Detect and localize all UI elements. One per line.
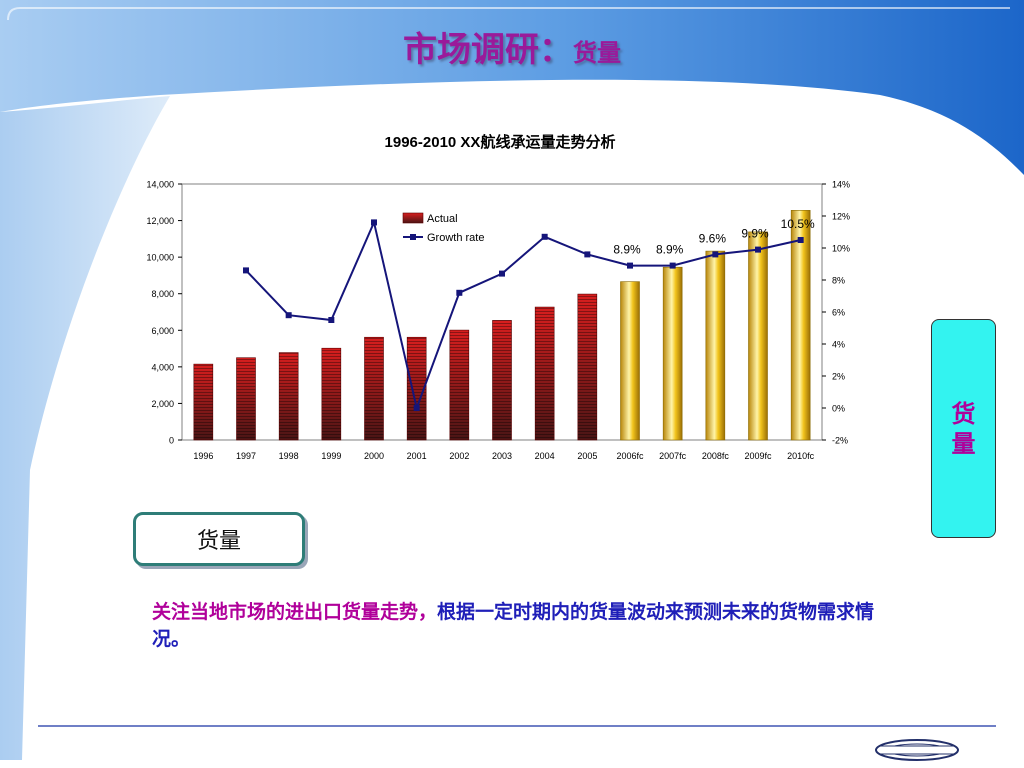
growth-rate-point xyxy=(499,270,505,277)
side-volume-card[interactable]: 货量 xyxy=(931,319,996,538)
actual-bar-stripes xyxy=(577,294,597,440)
actual-bar-stripes xyxy=(407,337,427,440)
left-axis-tick-label: 14,000 xyxy=(146,180,174,190)
x-axis-tick-label: 2000 xyxy=(364,451,384,461)
forecast-bar xyxy=(748,231,768,441)
x-axis-tick-label: 2007fc xyxy=(659,451,687,461)
volume-button[interactable]: 货量 xyxy=(133,512,305,566)
growth-rate-point xyxy=(669,262,676,269)
slide-title-main: 市场调研： xyxy=(403,30,573,70)
growth-rate-point xyxy=(285,312,292,319)
x-axis-tick-label: 2010fc xyxy=(787,451,815,461)
right-axis-tick-label: 6% xyxy=(832,308,845,318)
growth-rate-point xyxy=(328,317,335,323)
right-axis-tick-label: 12% xyxy=(832,212,850,222)
left-axis-tick-label: 8,000 xyxy=(151,289,174,299)
left-axis-tick-label: 0 xyxy=(169,436,174,446)
growth-data-label: 8.9% xyxy=(613,243,641,257)
right-axis-tick-label: 14% xyxy=(832,180,850,190)
forecast-bar xyxy=(790,210,811,441)
growth-data-label: 9.6% xyxy=(699,231,727,245)
right-axis-tick-label: 8% xyxy=(832,276,845,286)
x-axis-tick-label: 2006fc xyxy=(616,451,644,461)
actual-bar-stripes xyxy=(364,337,384,440)
x-axis-tick-label: 1997 xyxy=(236,451,256,461)
actual-bar-stripes xyxy=(279,352,299,440)
actual-bar-stripes xyxy=(492,320,512,440)
forecast-bar xyxy=(662,266,683,441)
description-rest: 根据一定时期内的货量波动来预测未来的货物需求情况。 xyxy=(152,601,875,650)
x-axis-tick-label: 2009fc xyxy=(744,451,772,461)
right-axis-tick-label: 10% xyxy=(832,244,850,254)
slide-title-sub: 货量 xyxy=(573,38,621,67)
growth-rate-point xyxy=(755,246,761,253)
growth-rate-point xyxy=(371,219,377,226)
footer-divider xyxy=(38,725,996,727)
x-axis-tick-label: 2008fc xyxy=(702,451,730,461)
legend-growth-label: Growth rate xyxy=(427,232,484,244)
legend-growth-marker xyxy=(410,234,416,240)
x-axis-tick-label: 1996 xyxy=(193,451,213,461)
x-axis-tick-label: 2002 xyxy=(449,451,469,461)
chart-container: 1996-2010 XX航线承运量走势分析 0 2,000 4,000 6,000 8,0… xyxy=(130,122,870,472)
x-axis-tick-label: 2005 xyxy=(577,451,597,461)
growth-data-label: 9.9% xyxy=(741,227,769,241)
growth-rate-point xyxy=(797,237,804,243)
growth-rate-point xyxy=(413,405,420,411)
growth-rate-point xyxy=(627,262,633,269)
x-axis-tick-label: 1998 xyxy=(279,451,299,461)
growth-rate-point xyxy=(541,233,548,240)
right-axis-tick-label: 0% xyxy=(832,404,845,414)
description-highlight: 关注当地市场的进出口货量走势， xyxy=(152,601,438,623)
slide-title: 市场调研：货量 xyxy=(0,22,1024,71)
x-axis-tick-label: 2003 xyxy=(492,451,512,461)
actual-bar-stripes xyxy=(193,364,213,440)
actual-bar-stripes xyxy=(449,330,469,440)
volume-trend-chart: 1996-2010 XX航线承运量走势分析 0 2,000 4,000 6,000 8,0… xyxy=(146,133,850,461)
actual-bar-stripes xyxy=(321,348,341,440)
growth-rate-point xyxy=(584,251,591,258)
growth-data-label: 8.9% xyxy=(656,243,684,257)
chart-title: 1996-2010 XX航线承运量走势分析 xyxy=(385,133,616,151)
left-axis-tick-label: 2,000 xyxy=(151,399,174,409)
x-axis-tick-label: 1999 xyxy=(321,451,341,461)
left-axis-tick-label: 4,000 xyxy=(151,362,174,372)
legend-actual-swatch xyxy=(402,212,424,224)
right-axis-tick-label: 2% xyxy=(832,372,845,382)
growth-rate-line xyxy=(245,219,801,412)
description-text: 关注当地市场的进出口货量走势，根据一定时期内的货量波动来预测未来的货物需求情况。 xyxy=(152,599,892,653)
actual-bar-stripes xyxy=(236,357,256,440)
growth-rate-point xyxy=(456,289,463,296)
x-axis-tick-label: 2001 xyxy=(407,451,427,461)
left-axis-tick-label: 10,000 xyxy=(146,253,174,263)
side-volume-label: 货量 xyxy=(951,399,976,458)
forecast-bar xyxy=(620,281,640,441)
right-axis-tick-label: 4% xyxy=(832,340,845,350)
legend-actual-label: Actual xyxy=(427,213,458,225)
left-axis-tick-label: 12,000 xyxy=(146,216,174,226)
sinotrans-logo xyxy=(875,739,959,761)
growth-data-label: 10.5% xyxy=(781,217,815,231)
right-axis-tick-label: -2% xyxy=(832,436,848,446)
growth-rate-point xyxy=(243,267,249,274)
x-axis-tick-label: 2004 xyxy=(535,451,555,461)
left-axis-tick-label: 6,000 xyxy=(151,326,174,336)
growth-rate-point xyxy=(712,251,719,258)
actual-bar-stripes xyxy=(535,307,555,440)
forecast-bar xyxy=(705,250,726,441)
